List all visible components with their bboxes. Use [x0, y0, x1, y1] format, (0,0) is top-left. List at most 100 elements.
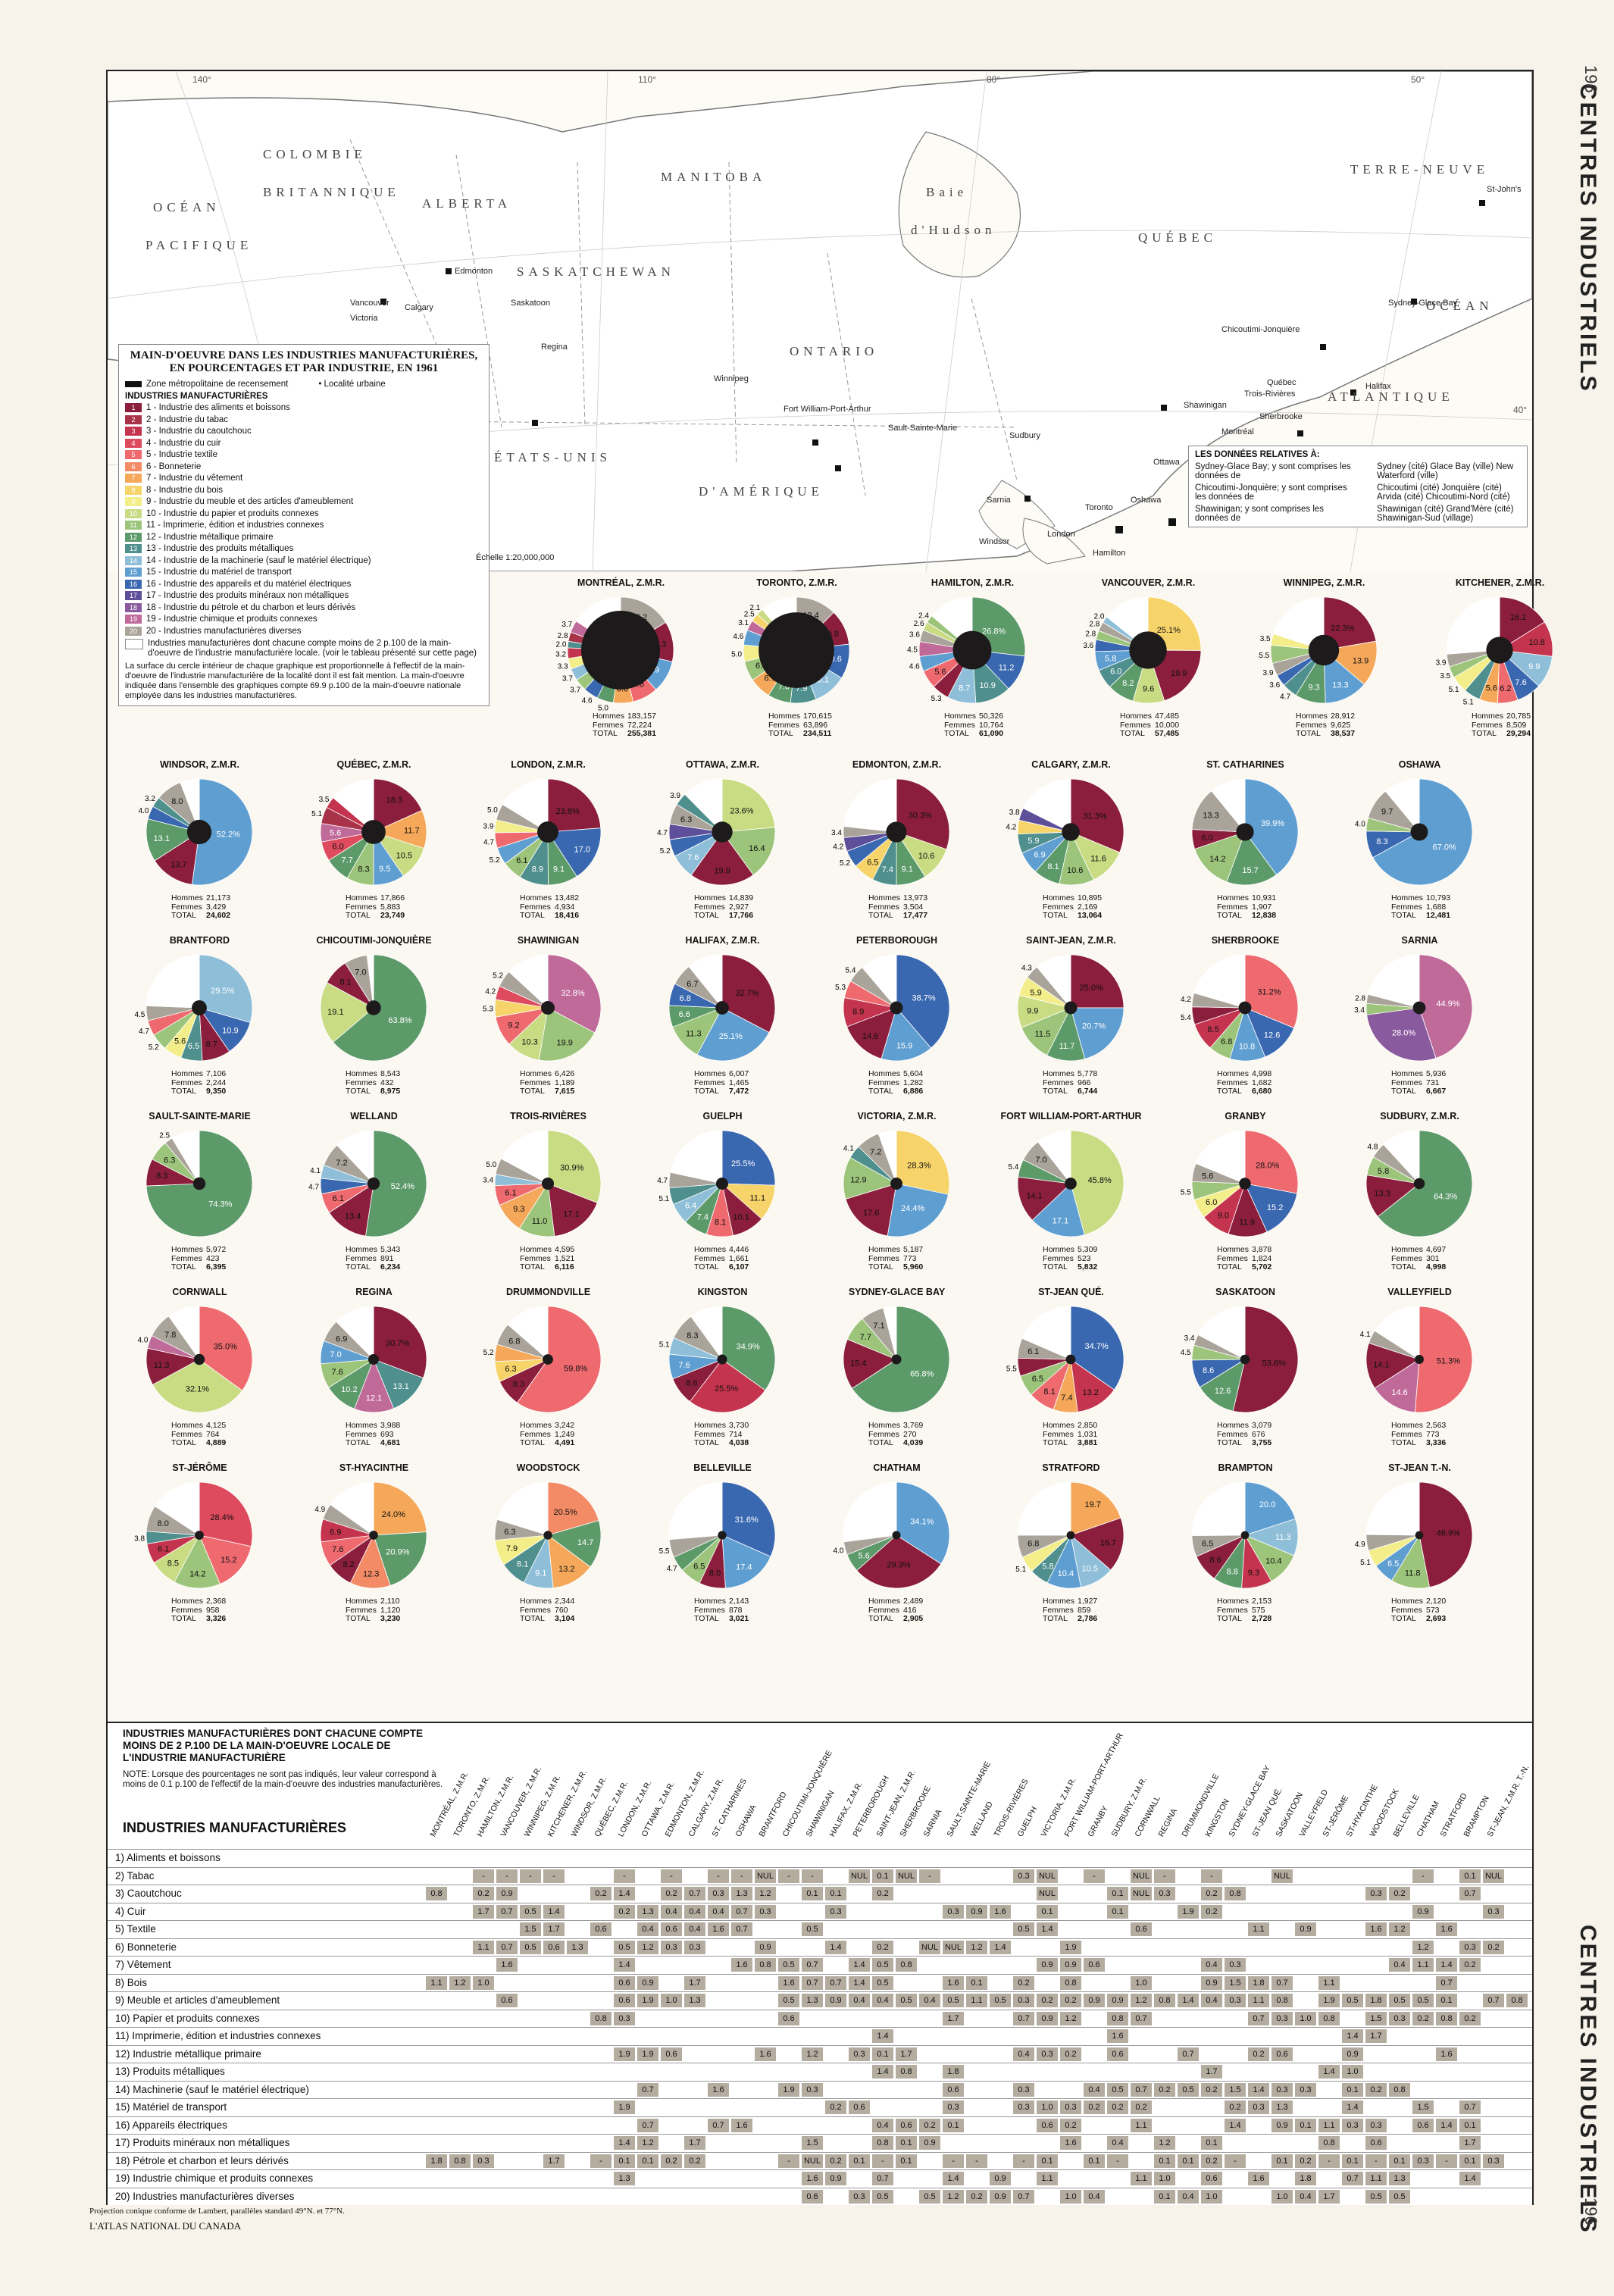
table-cell: NUL — [1271, 1869, 1293, 1883]
pie-title: SAINT-JEAN, Z.M.R. — [1026, 935, 1116, 946]
table-cell: 1.0 — [1342, 2065, 1363, 2079]
stat-value: 891 — [380, 1253, 394, 1263]
table-cell: 1.4 — [872, 2029, 893, 2043]
table-cell: 0.4 — [1013, 2047, 1034, 2061]
table-cell: 0.1 — [943, 2118, 964, 2132]
pie-svg: 12.410.810.610.17.97.06.76.15.04.63.12.5… — [731, 596, 850, 704]
table-cell: 1.1 — [1365, 2172, 1387, 2185]
table-cell: 0.6 — [661, 2047, 682, 2061]
stat-value: 5,343 — [380, 1245, 401, 1254]
table-cell: 0.7 — [1131, 2011, 1152, 2025]
pie-value-label: 15.2 — [221, 1556, 236, 1565]
pie-value-label: 8.6 — [1203, 1366, 1214, 1375]
ocean-atlantique-label: OCÉAN — [1426, 299, 1494, 313]
table-cell: 1.4 — [849, 1958, 870, 1972]
table-cell: 0.6 — [1412, 2118, 1434, 2132]
stat-line: TOTAL 6,680 — [1217, 1087, 1271, 1096]
table-cell: 0.1 — [1084, 2154, 1105, 2168]
table-cell: 0.3 — [755, 1904, 776, 1919]
table-cell: 0.3 — [849, 2047, 870, 2061]
table-cell: - — [543, 1869, 565, 1883]
table-cell: 1.3 — [731, 1887, 752, 1900]
table-cell: 0.9 — [1060, 1958, 1081, 1972]
stat-value: 1,907 — [1252, 902, 1272, 912]
pie-value-label: 20.0 — [1259, 1500, 1275, 1509]
legend-item: 20 20 - Industries manufacturières divers… — [125, 625, 483, 637]
pie-value-label: 7.7 — [342, 856, 353, 865]
pie-value-label: 45.8% — [1088, 1176, 1112, 1185]
pie-title: WINNIPEG, Z.M.R. — [1283, 577, 1365, 588]
table-row-label: 12) Industrie métallique primaire — [115, 2047, 261, 2060]
stat-label: Hommes — [1043, 1421, 1075, 1430]
table-cell: 0.1 — [1459, 1869, 1481, 1883]
table-cell: 1.6 — [731, 1958, 752, 1972]
pie-value-label: 25.5% — [715, 1384, 738, 1394]
pie-slice — [721, 778, 776, 833]
pie-title: ST-JEAN QUÉ. — [1038, 1287, 1104, 1297]
pie-stats: Hommes 2,344 Femmes 760 TOTAL 3,104 — [520, 1597, 574, 1624]
legend-item: 19 19 - Industrie chimique et produits co… — [125, 614, 483, 626]
pie-value-label: 23.8% — [556, 807, 580, 816]
legend-localite-label: • Localité urbaine — [318, 379, 386, 389]
stat-label: Hommes — [1120, 712, 1153, 721]
legend-minor-label: Industries manufacturières dont chacune … — [148, 638, 477, 658]
stat-line: TOTAL 6,395 — [171, 1262, 226, 1272]
pie-value-label: 8.1 — [715, 1218, 726, 1227]
pie-value-label: 16.7 — [1100, 1539, 1116, 1548]
table-cell: 0.6 — [661, 1922, 682, 1936]
table-cell: 0.2 — [919, 2118, 940, 2132]
table-cell: 0.3 — [1013, 1994, 1034, 2007]
pie-center — [361, 820, 386, 844]
pie-center — [715, 1177, 729, 1190]
table-cell: 0.2 — [1013, 1975, 1034, 1990]
table-row: 9) Meuble et articles d'ameublement 0.6 0.… — [108, 1991, 1532, 2010]
legend-item-label: 12 - Industrie métallique primaire — [146, 532, 274, 542]
stat-label: Femmes — [520, 1605, 551, 1615]
stat-label: Hommes — [520, 1245, 552, 1254]
pie-chart: CHICOUTIMI-JONQUIÈRE 63.8% 19.1 8.1 7.0 Homme… — [285, 935, 463, 1096]
stat-label: TOTAL — [1043, 1614, 1068, 1623]
pie-value-label: 5.2 — [660, 847, 671, 856]
table-cell: 0.7 — [872, 2172, 893, 2185]
stat-line: Femmes 63,896 — [768, 721, 832, 730]
pie-chart: SHERBROOKE 31.2% 12.6 10.8 6.8 8.5 5.4 4.2 Homme… — [1156, 935, 1334, 1096]
pie-value-label: 11.3 — [154, 1361, 170, 1370]
stat-line: TOTAL 23,749 — [346, 911, 405, 921]
pie-value-label: 4.7 — [1280, 693, 1290, 701]
pie-svg: 26.8%11.210.98.75.35.64.64.53.62.62.4 — [907, 596, 1026, 704]
pie-slice — [507, 1306, 549, 1360]
pie-center — [581, 611, 660, 690]
table-cell: 0.5 — [990, 1994, 1011, 2007]
pie-svg: 52.4%13.46.14.74.17.2 — [308, 1130, 427, 1237]
pie-slice — [365, 1130, 427, 1237]
table-cell: 0.4 — [637, 1922, 658, 1936]
pie-center — [192, 1000, 207, 1015]
stat-line: Hommes 5,778 — [1043, 1069, 1097, 1079]
stat-label: Femmes — [1217, 1253, 1248, 1263]
stat-line: Femmes 573 — [1391, 1606, 1446, 1616]
table-cell: 0.7 — [1483, 1994, 1504, 2007]
table-cell: NUL — [1131, 1887, 1152, 1900]
table-cell: 1.0 — [1271, 2189, 1293, 2204]
table-cell: 0.6 — [1107, 2047, 1128, 2061]
pie-value-label: 9.2 — [508, 1021, 519, 1031]
pie-value-label: 16.1 — [1510, 613, 1526, 622]
table-cell: 0.3 — [943, 1904, 964, 1919]
legend-item-label: 2 - Industrie du tabac — [146, 414, 229, 424]
table-cell: 0.6 — [943, 2082, 964, 2097]
pie-stats: Hommes 5,604 Femmes 1,282 TOTAL 6,886 — [868, 1069, 923, 1096]
table-cell: 0.3 — [1013, 1869, 1034, 1883]
stat-label: Femmes — [520, 1253, 551, 1263]
table-cell: 1.1 — [1248, 1994, 1269, 2007]
pie-value-label: 4.1 — [310, 1167, 321, 1175]
city-chicoutimi: Chicoutimi-Jonquière — [1221, 325, 1300, 334]
stat-value: 8,509 — [1506, 720, 1527, 730]
table-row: 15) Matériel de transport 1.9 0.2 0.6 0.3 0.3… — [108, 2098, 1532, 2116]
pie-slice — [1070, 1306, 1124, 1390]
stat-label: Femmes — [346, 1429, 377, 1439]
pie-slice — [333, 778, 374, 833]
table-cell: - — [1201, 1869, 1222, 1883]
pie-chart: BRAMPTON 20.0 11.3 10.4 9.3 8.8 8.6 6.5 Hommes 2,… — [1156, 1462, 1334, 1623]
